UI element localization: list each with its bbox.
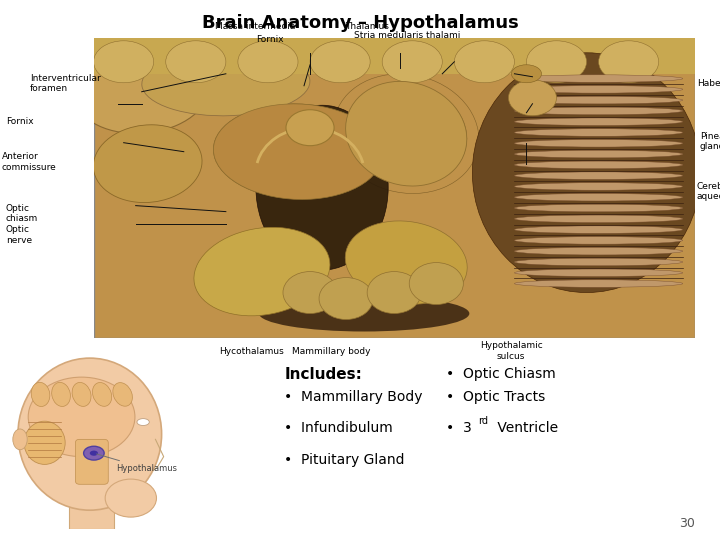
Ellipse shape <box>514 247 683 255</box>
Ellipse shape <box>319 278 373 320</box>
Ellipse shape <box>310 41 370 83</box>
Ellipse shape <box>508 80 557 116</box>
Ellipse shape <box>31 382 50 407</box>
Ellipse shape <box>94 41 154 83</box>
Text: Thalamus: Thalamus <box>346 22 389 31</box>
Ellipse shape <box>92 382 112 406</box>
Text: •  Mammillary Body: • Mammillary Body <box>284 390 423 404</box>
Ellipse shape <box>514 280 683 287</box>
Ellipse shape <box>24 421 65 464</box>
Ellipse shape <box>514 129 683 136</box>
Ellipse shape <box>454 41 514 83</box>
Ellipse shape <box>13 429 27 450</box>
Ellipse shape <box>84 446 104 460</box>
Ellipse shape <box>514 139 683 147</box>
Ellipse shape <box>259 295 469 332</box>
Ellipse shape <box>28 377 135 457</box>
Text: Includes:: Includes: <box>284 367 362 382</box>
Ellipse shape <box>75 50 209 133</box>
Text: Hypothalamic
sulcus: Hypothalamic sulcus <box>480 341 543 361</box>
Ellipse shape <box>514 204 683 212</box>
Ellipse shape <box>514 172 683 179</box>
Ellipse shape <box>367 272 421 314</box>
Ellipse shape <box>514 118 683 125</box>
Text: Cerebral
aqueduct: Cerebral aqueduct <box>697 182 720 201</box>
Ellipse shape <box>514 226 683 233</box>
Ellipse shape <box>94 125 202 202</box>
Ellipse shape <box>194 227 330 316</box>
Text: Interventricular
foramen: Interventricular foramen <box>30 74 101 93</box>
Text: Ventricle: Ventricle <box>493 421 558 435</box>
Text: Fornix: Fornix <box>6 117 33 126</box>
FancyBboxPatch shape <box>94 38 695 74</box>
Ellipse shape <box>286 110 334 146</box>
Ellipse shape <box>346 221 467 304</box>
Ellipse shape <box>526 41 587 83</box>
Text: Anterior
commissure: Anterior commissure <box>1 152 56 172</box>
Ellipse shape <box>598 41 659 83</box>
Text: Hypothalamus: Hypothalamus <box>96 454 177 473</box>
Ellipse shape <box>137 418 149 426</box>
FancyBboxPatch shape <box>94 38 695 338</box>
Ellipse shape <box>256 105 388 270</box>
Text: Stria medularis thalami: Stria medularis thalami <box>354 31 460 40</box>
Text: Habenula: Habenula <box>697 79 720 88</box>
Ellipse shape <box>18 358 161 510</box>
Text: Optic
nerve: Optic nerve <box>6 225 32 245</box>
FancyBboxPatch shape <box>69 491 114 529</box>
Ellipse shape <box>514 215 683 222</box>
Text: Brain Anatomy – Hypothalamus: Brain Anatomy – Hypothalamus <box>202 14 518 31</box>
Ellipse shape <box>514 86 683 93</box>
Ellipse shape <box>514 161 683 168</box>
Ellipse shape <box>105 479 156 517</box>
Ellipse shape <box>238 41 298 83</box>
Text: Hycothalamus: Hycothalamus <box>220 347 284 356</box>
Ellipse shape <box>409 262 464 305</box>
Ellipse shape <box>514 150 683 158</box>
Ellipse shape <box>382 41 442 83</box>
Ellipse shape <box>514 193 683 201</box>
Text: Optic
chiasm: Optic chiasm <box>6 204 38 223</box>
Text: •  Infundibulum: • Infundibulum <box>284 421 393 435</box>
Text: Fornix: Fornix <box>256 35 284 44</box>
Ellipse shape <box>213 104 382 199</box>
Ellipse shape <box>90 450 98 456</box>
Ellipse shape <box>511 65 541 83</box>
Ellipse shape <box>472 53 701 293</box>
Text: •  Optic Chiasm: • Optic Chiasm <box>446 367 556 381</box>
Text: •  3: • 3 <box>446 421 472 435</box>
Ellipse shape <box>346 82 467 186</box>
Ellipse shape <box>142 50 310 116</box>
Ellipse shape <box>514 237 683 244</box>
Ellipse shape <box>514 75 683 82</box>
Ellipse shape <box>514 97 683 104</box>
Ellipse shape <box>72 382 91 407</box>
Ellipse shape <box>166 41 226 83</box>
Ellipse shape <box>113 383 132 406</box>
Text: Pineal
gland: Pineal gland <box>700 132 720 151</box>
Ellipse shape <box>514 269 683 276</box>
Ellipse shape <box>283 272 337 314</box>
Text: Mammillary body: Mammillary body <box>292 347 371 356</box>
Ellipse shape <box>52 382 71 407</box>
Ellipse shape <box>514 183 683 190</box>
Text: •  Optic Tracts: • Optic Tracts <box>446 390 546 404</box>
Ellipse shape <box>514 258 683 266</box>
Text: •  Pituitary Gland: • Pituitary Gland <box>284 453 405 467</box>
Text: rd: rd <box>478 416 488 426</box>
FancyBboxPatch shape <box>76 440 108 484</box>
Ellipse shape <box>514 107 683 114</box>
Text: Massa intermedia: Massa intermedia <box>215 22 296 31</box>
Text: 30: 30 <box>679 517 695 530</box>
